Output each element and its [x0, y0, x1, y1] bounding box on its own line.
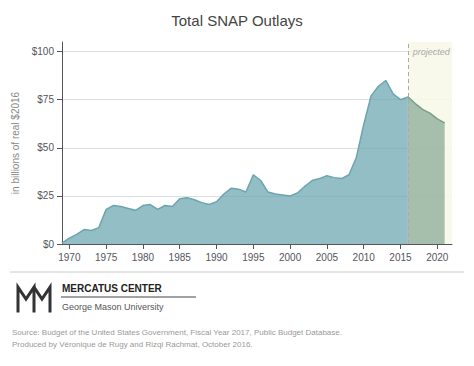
svg-text:2000: 2000 — [279, 252, 302, 263]
svg-text:Source: Budget of the United S: Source: Budget of the United States Gove… — [12, 328, 342, 337]
svg-text:$75: $75 — [37, 94, 54, 105]
svg-text:$25: $25 — [37, 190, 54, 201]
svg-text:MERCATUS CENTER: MERCATUS CENTER — [62, 283, 163, 294]
svg-text:$50: $50 — [37, 142, 54, 153]
svg-text:$0: $0 — [43, 239, 55, 250]
svg-text:in billions of real $2016: in billions of real $2016 — [10, 91, 21, 194]
svg-text:2020: 2020 — [426, 252, 449, 263]
svg-text:1990: 1990 — [205, 252, 228, 263]
svg-text:$100: $100 — [32, 46, 55, 57]
svg-text:1980: 1980 — [132, 252, 155, 263]
svg-text:1970: 1970 — [58, 252, 81, 263]
svg-text:Produced by Véronique de Rugy: Produced by Véronique de Rugy and Rizqi … — [12, 340, 253, 349]
svg-text:1985: 1985 — [169, 252, 192, 263]
svg-text:projected: projected — [412, 47, 451, 57]
svg-text:2010: 2010 — [353, 252, 376, 263]
svg-text:Total SNAP Outlays: Total SNAP Outlays — [171, 12, 302, 29]
svg-text:1995: 1995 — [242, 252, 265, 263]
svg-text:2015: 2015 — [389, 252, 412, 263]
svg-text:1975: 1975 — [95, 252, 118, 263]
svg-text:George Mason University: George Mason University — [62, 302, 164, 312]
svg-text:2005: 2005 — [316, 252, 339, 263]
